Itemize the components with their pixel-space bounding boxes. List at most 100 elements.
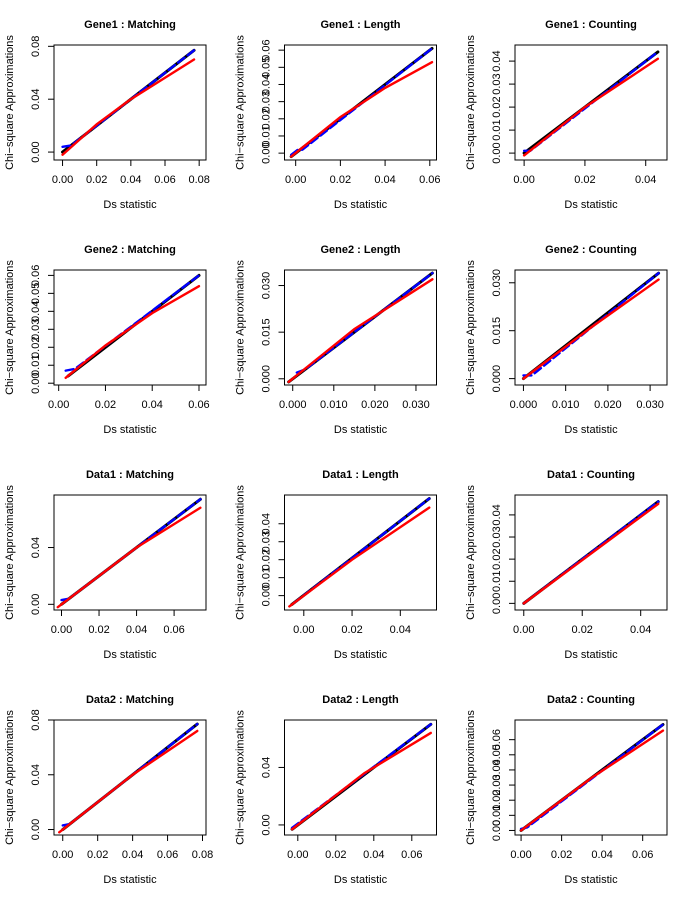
chart-title: Gene1 : Length	[320, 19, 400, 31]
y-tick-label: 0.04	[260, 513, 272, 534]
x-tick-label: 0.06	[188, 399, 209, 411]
x-tick-label: 0.02	[330, 174, 351, 186]
x-axis-label: Ds statistic	[103, 649, 157, 661]
y-tick-label: 0.00	[491, 820, 503, 841]
plot-area	[521, 271, 661, 381]
plot-frame	[53, 494, 207, 611]
y-tick-label: 0.00	[30, 594, 42, 615]
series-line	[287, 278, 434, 384]
x-tick-label: 0.010	[320, 399, 348, 411]
y-tick-label: 0.06	[491, 729, 503, 750]
y-tick-label: 0.02	[491, 789, 503, 810]
y-axis-label: Chi−square Approximations	[4, 35, 16, 170]
panel: Gene2 : Length Ds statistic Chi−square App…	[234, 244, 437, 436]
plot-area	[288, 497, 431, 608]
panel: Data1 : Matching Ds statistic Chi−square A…	[4, 469, 207, 661]
y-tick-label: 0.01	[491, 571, 503, 592]
x-axis-label: Ds statistic	[103, 424, 157, 436]
plot-area	[56, 497, 202, 609]
x-tick-label: 0.00	[285, 174, 306, 186]
series-line	[56, 506, 202, 609]
y-axis-label: Chi−square Approximations	[465, 485, 477, 620]
x-axis-label: Ds statistic	[103, 199, 157, 211]
y-tick-label: 0.05	[260, 57, 272, 78]
chart-title: Data1 : Length	[322, 469, 399, 481]
plot-frame	[284, 719, 437, 836]
y-axis-label: Chi−square Approximations	[234, 485, 246, 620]
chart-title: Data2 : Counting	[547, 694, 635, 706]
y-tick-label: 0.05	[30, 283, 42, 304]
x-tick-label: 0.02	[87, 849, 108, 861]
x-axis-label: Ds statistic	[334, 199, 388, 211]
y-tick-label: 0.030	[491, 269, 503, 297]
x-tick-label: 0.02	[551, 849, 572, 861]
panel: Gene1 : Matching Ds statistic Chi−square A…	[4, 19, 210, 211]
x-tick-label: 0.00	[513, 174, 534, 186]
x-tick-label: 0.06	[163, 624, 184, 636]
y-tick-label: 0.04	[260, 74, 272, 95]
x-tick-label: 0.00	[510, 849, 531, 861]
y-tick-label: 0.01	[30, 355, 42, 376]
x-axis-label: Ds statistic	[334, 424, 388, 436]
chart-title: Gene1 : Matching	[84, 19, 176, 31]
chart-title: Data1 : Matching	[86, 469, 174, 481]
x-axis-label: Ds statistic	[334, 649, 388, 661]
y-tick-label: 0.00	[491, 142, 503, 163]
chart-title: Data2 : Matching	[86, 694, 174, 706]
y-axis-label: Chi−square Approximations	[465, 710, 477, 845]
x-tick-label: 0.06	[154, 174, 175, 186]
chart-title: Data1 : Counting	[547, 469, 635, 481]
chart-title: Gene2 : Matching	[84, 244, 176, 256]
x-tick-label: 0.06	[401, 849, 422, 861]
x-tick-label: 0.00	[52, 849, 73, 861]
chart-title: Gene2 : Counting	[545, 244, 637, 256]
y-tick-label: 0.00	[30, 819, 42, 840]
x-tick-label: 0.02	[341, 624, 362, 636]
x-tick-label: 0.04	[390, 624, 411, 636]
series-line	[61, 58, 196, 156]
panel: Gene1 : Length Ds statistic Chi−square App…	[234, 19, 440, 211]
y-tick-label: 0.04	[491, 50, 503, 71]
y-tick-label: 0.04	[30, 537, 42, 558]
y-tick-label: 0.030	[260, 272, 272, 300]
series-line	[522, 502, 660, 605]
series-line	[288, 506, 431, 608]
y-tick-label: 0.04	[491, 759, 503, 780]
y-tick-label: 0.08	[30, 709, 42, 730]
plot-area	[290, 722, 433, 831]
x-axis-label: Ds statistic	[564, 199, 618, 211]
y-tick-label: 0.03	[491, 774, 503, 795]
panel: Data1 : Length Ds statistic Chi−square App…	[234, 469, 437, 661]
y-tick-label: 0.00	[260, 142, 272, 163]
chart-title: Gene2 : Length	[320, 244, 400, 256]
y-tick-label: 0.00	[491, 593, 503, 614]
y-axis-label: Chi−square Approximations	[4, 260, 16, 395]
plot-frame	[53, 269, 207, 386]
x-tick-label: 0.00	[293, 624, 314, 636]
chart-title: Data2 : Length	[322, 694, 399, 706]
y-axis-label: Chi−square Approximations	[465, 260, 477, 395]
x-tick-label: 0.020	[361, 399, 389, 411]
chart-title: Gene1 : Counting	[545, 19, 637, 31]
x-tick-label: 0.00	[513, 624, 534, 636]
panel: Gene2 : Matching Ds statistic Chi−square A…	[4, 244, 210, 436]
x-tick-label: 0.02	[95, 399, 116, 411]
y-axis-label: Chi−square Approximations	[234, 35, 246, 170]
plot-area	[61, 48, 196, 156]
plot-area	[519, 723, 665, 832]
y-tick-label: 0.01	[260, 125, 272, 146]
y-tick-label: 0.03	[491, 73, 503, 94]
x-tick-label: 0.00	[48, 399, 69, 411]
series-line	[64, 274, 201, 372]
y-tick-label: 0.02	[30, 337, 42, 358]
x-tick-label: 0.08	[192, 849, 213, 861]
x-tick-label: 0.02	[572, 624, 593, 636]
y-axis-label: Chi−square Approximations	[4, 485, 16, 620]
panel: Data2 : Counting Ds statistic Chi−square A…	[465, 694, 668, 886]
x-tick-label: 0.04	[630, 624, 651, 636]
panel: Data2 : Matching Ds statistic Chi−square A…	[4, 694, 213, 886]
x-tick-label: 0.00	[51, 624, 72, 636]
y-tick-label: 0.00	[260, 814, 272, 835]
